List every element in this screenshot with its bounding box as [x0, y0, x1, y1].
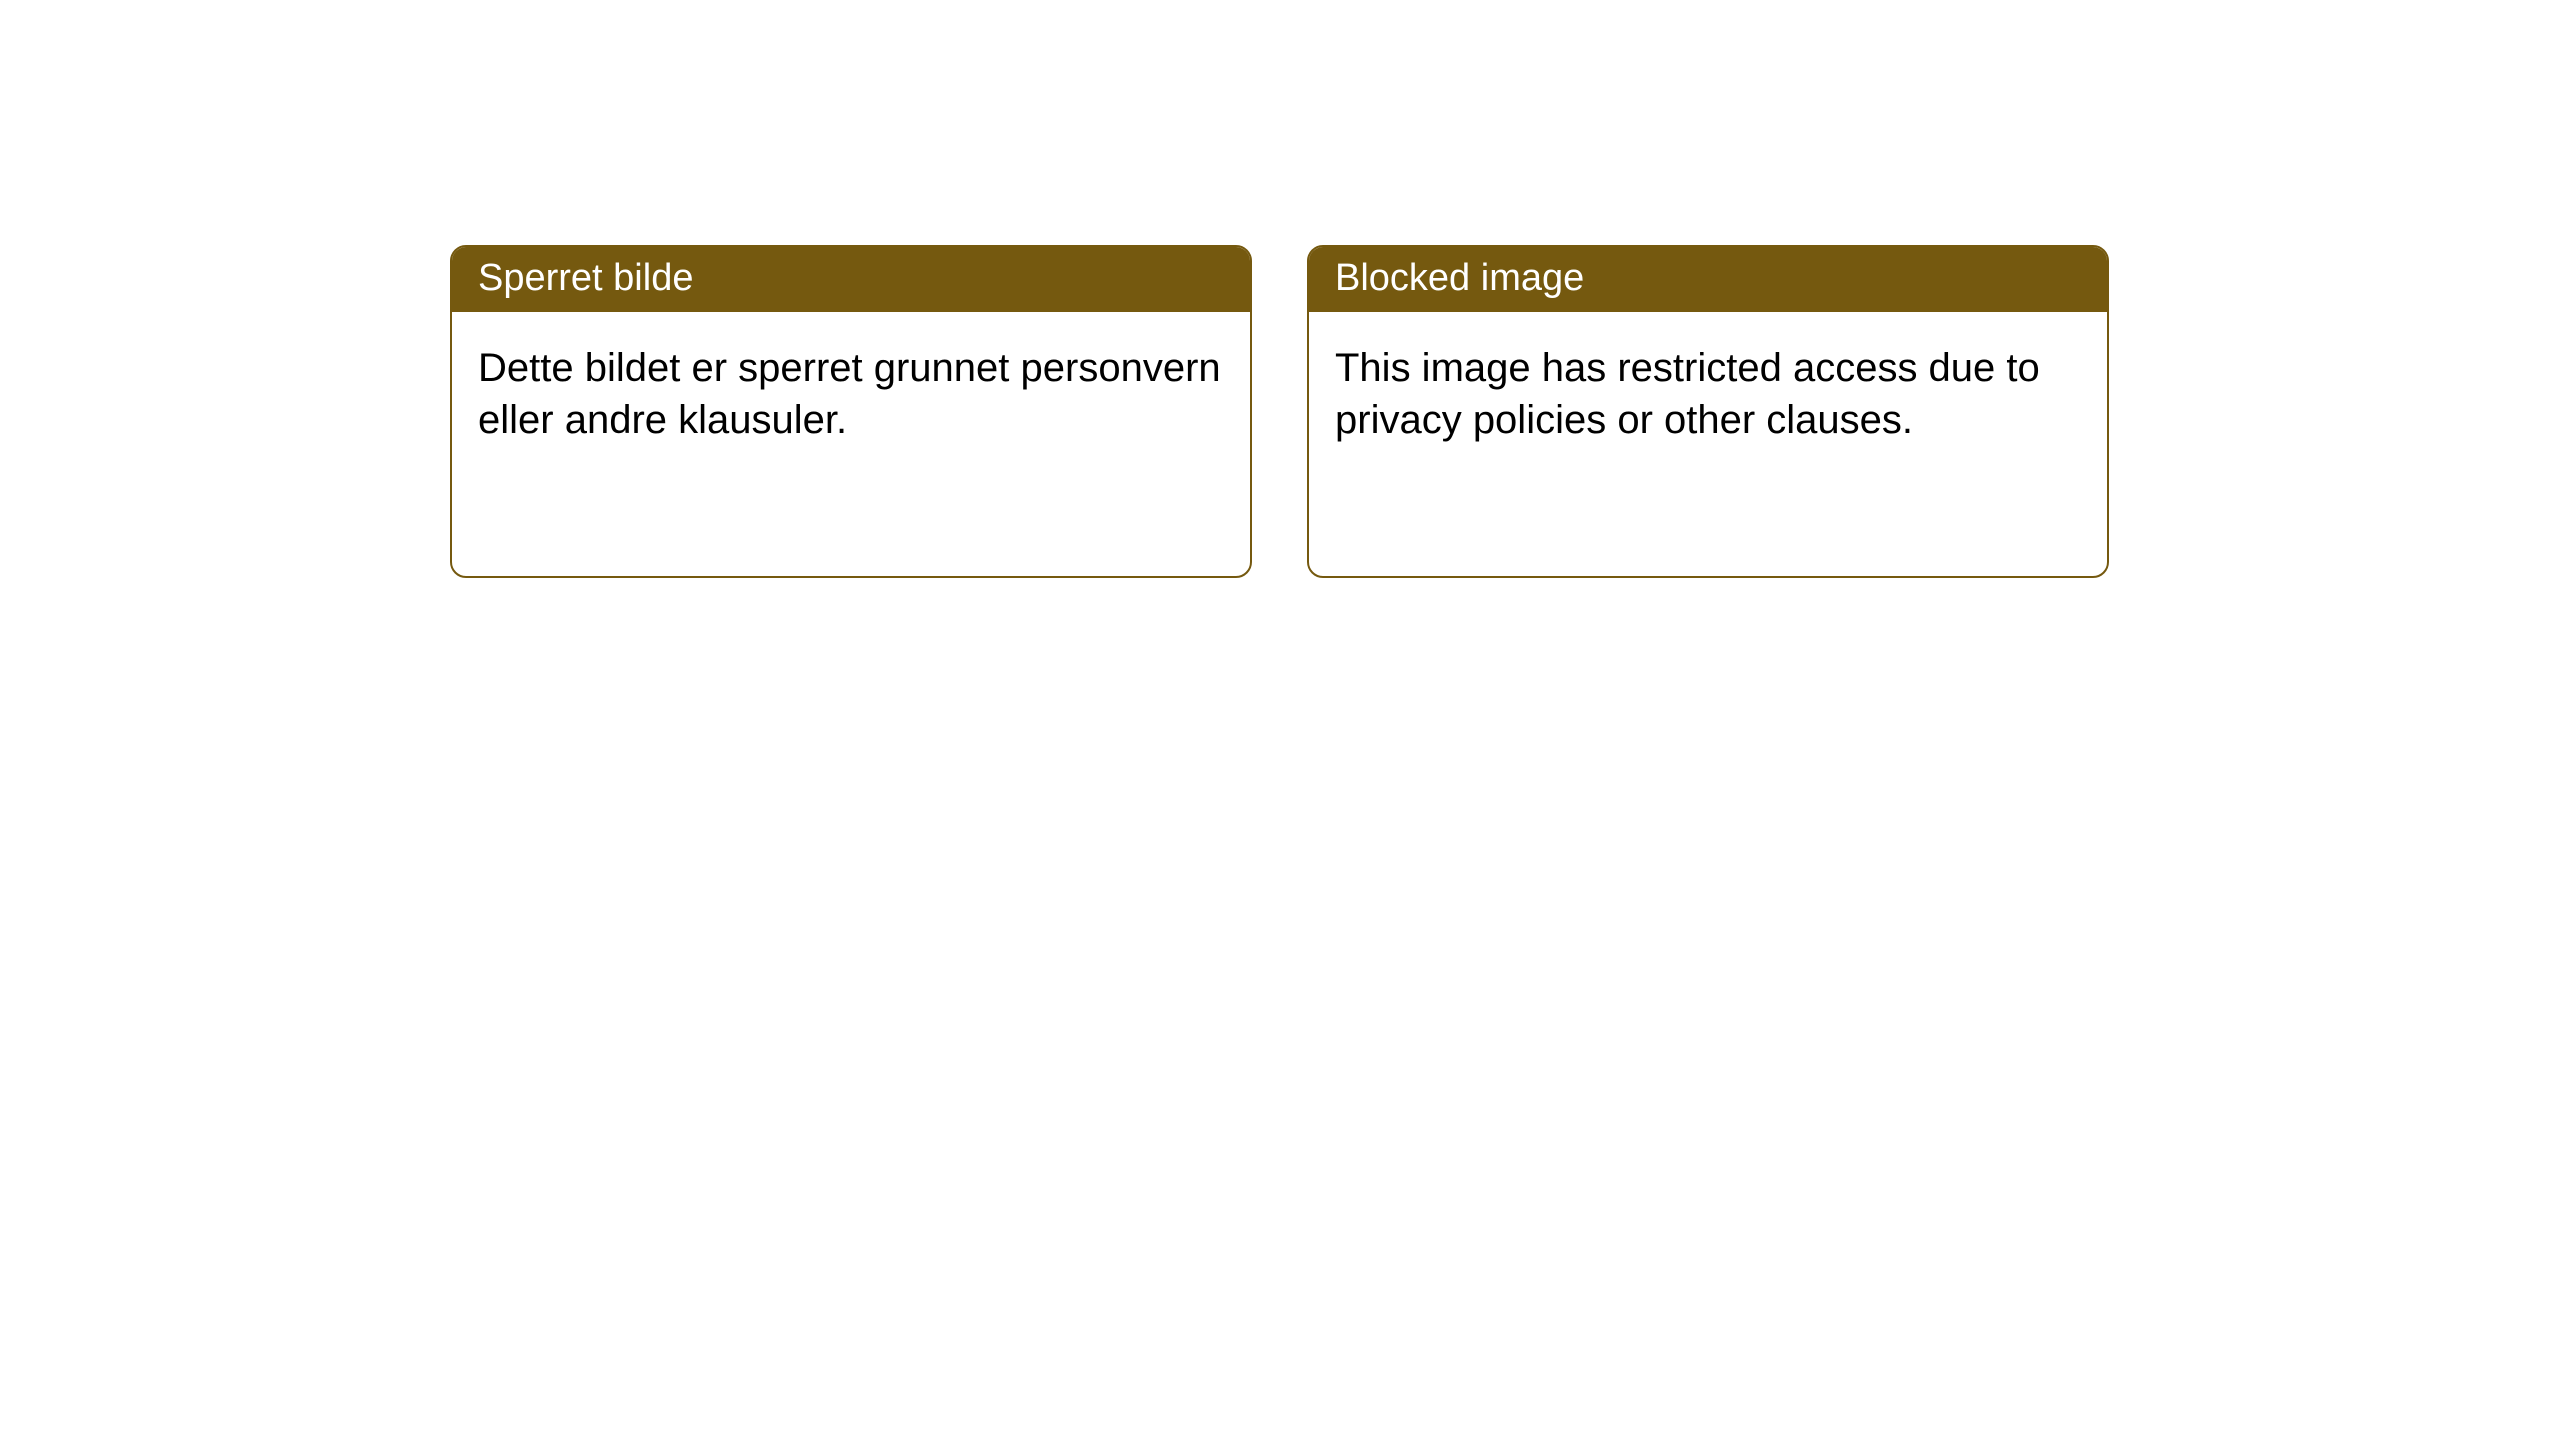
notice-card-title: Sperret bilde: [452, 247, 1250, 312]
notice-card-title: Blocked image: [1309, 247, 2107, 312]
notice-card-english: Blocked image This image has restricted …: [1307, 245, 2109, 578]
notice-cards-container: Sperret bilde Dette bildet er sperret gr…: [0, 0, 2560, 578]
notice-card-norwegian: Sperret bilde Dette bildet er sperret gr…: [450, 245, 1252, 578]
notice-card-body: This image has restricted access due to …: [1309, 312, 2107, 476]
notice-card-body: Dette bildet er sperret grunnet personve…: [452, 312, 1250, 476]
